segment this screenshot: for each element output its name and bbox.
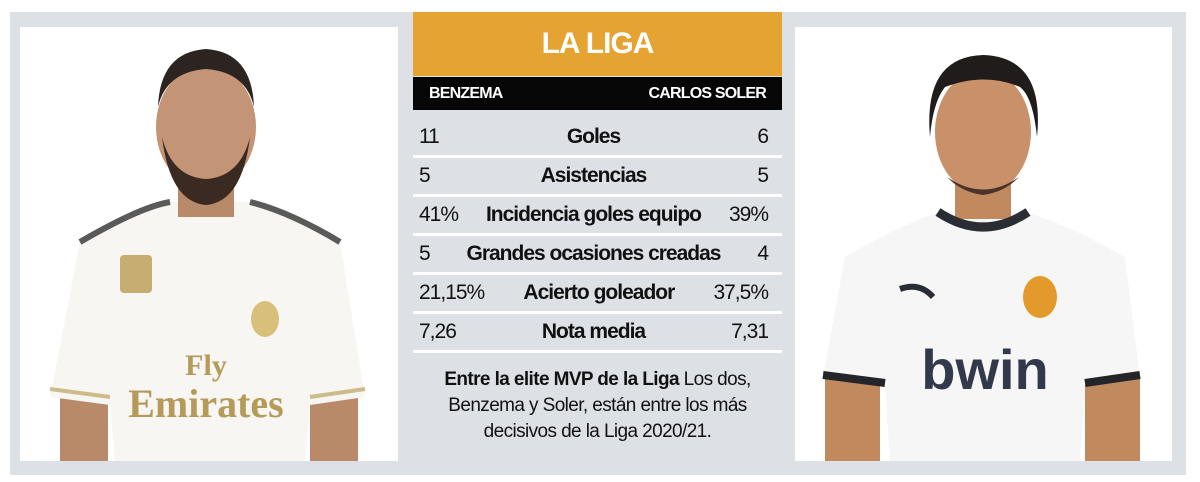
puma-logo-icon [899,283,936,300]
svg-text:Emirates: Emirates [128,381,284,426]
valencia-crest-icon [1023,276,1057,318]
player-photo-benzema: Fly Emirates [20,27,398,461]
stat-row-nota-media: 7,26 Nota media 7,31 [413,314,782,353]
left-value: 11 [419,125,440,148]
stat-label: Acierto goleador [523,281,675,304]
player-photo-carlos-soler: bwin [795,27,1172,461]
soler-illustration: bwin [822,55,1141,461]
stat-row-grandes-ocasiones: 5 Grandes ocasiones creadas 4 [413,236,782,275]
stat-label: Goles [566,125,621,148]
stat-row-incidencia: 41% Incidencia goles equipo 39% [413,197,782,236]
stat-label: Asistencias [540,164,648,187]
panel-title: LA LIGA [413,12,782,76]
left-value: 5 [419,164,431,187]
stat-label: Nota media [541,320,646,343]
stat-row-asistencias: 5 Asistencias 5 [413,158,782,197]
stat-label: Grandes ocasiones creadas [466,242,722,265]
caption-headline: Entre la elite MVP de la Liga [444,369,679,390]
svg-text:bwin: bwin [921,338,1049,401]
caption-text: Entre la elite MVP de la Liga Los dos, B… [413,367,782,445]
right-player-name: CARLOS SOLER [648,84,766,102]
benzema-illustration: Fly Emirates [49,49,366,461]
left-value: 21,15% [419,281,485,304]
stats-table: 11 Goles 6 5 Asistencias 5 41% Incidenci… [413,119,782,353]
player-names-bar: BENZEMA CARLOS SOLER [413,77,782,110]
stats-panel: LA LIGA BENZEMA CARLOS SOLER 11 Goles 6 … [413,12,782,475]
left-value: 5 [419,242,431,265]
right-value: 5 [757,164,769,187]
left-value: 41% [419,203,459,226]
right-value: 7,31 [731,320,769,343]
stat-label: Incidencia goles equipo [485,203,702,226]
right-value: 37,5% [713,281,769,304]
badge-icon [120,255,152,293]
svg-text:Fly: Fly [185,349,227,382]
right-value: 6 [757,125,769,148]
left-player-name: BENZEMA [429,84,503,102]
stat-row-goles: 11 Goles 6 [413,119,782,158]
right-value: 4 [757,242,769,265]
stat-row-acierto: 21,15% Acierto goleador 37,5% [413,275,782,314]
caption-body: Los dos, Benzema y Soler, están entre lo… [448,369,751,442]
right-value: 39% [728,203,769,226]
left-value: 7,26 [419,320,457,343]
